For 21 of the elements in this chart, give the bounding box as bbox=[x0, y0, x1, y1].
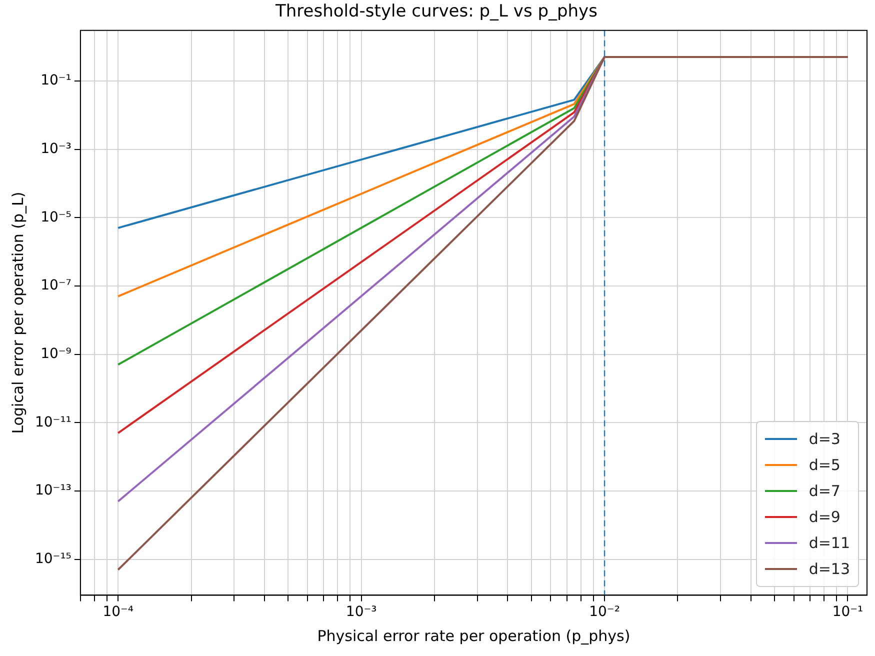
x-tick-label: 10⁻³ bbox=[346, 604, 377, 620]
legend-label: d=3 bbox=[808, 430, 840, 448]
y-axis-title: Logical error per operation (p_L) bbox=[8, 192, 27, 434]
y-tick-label: 10⁻⁹ bbox=[40, 346, 72, 362]
legend-label: d=11 bbox=[808, 534, 850, 552]
y-tick-label: 10⁻³ bbox=[40, 140, 72, 157]
legend-label: d=9 bbox=[808, 508, 840, 526]
y-tick-label: 10⁻⁷ bbox=[40, 278, 72, 294]
x-axis-title: Physical error rate per operation (p_phys) bbox=[317, 626, 630, 645]
y-tick-label: 10⁻¹¹ bbox=[34, 414, 72, 430]
legend-label: d=13 bbox=[808, 560, 850, 578]
legend-label: d=5 bbox=[808, 456, 840, 474]
chart-title: Threshold-style curves: p_L vs p_phys bbox=[274, 2, 598, 22]
y-tick-label: 10⁻¹⁵ bbox=[34, 551, 72, 568]
legend-label: d=7 bbox=[808, 482, 840, 500]
x-tick-label: 10⁻¹ bbox=[832, 604, 864, 620]
x-tick-label: 10⁻² bbox=[589, 604, 620, 620]
y-tick-label: 10⁻⁵ bbox=[40, 209, 72, 226]
y-tick-label: 10⁻¹³ bbox=[34, 482, 72, 499]
y-tick-label: 10⁻¹ bbox=[40, 72, 72, 89]
x-tick-label: 10⁻⁴ bbox=[102, 604, 134, 620]
